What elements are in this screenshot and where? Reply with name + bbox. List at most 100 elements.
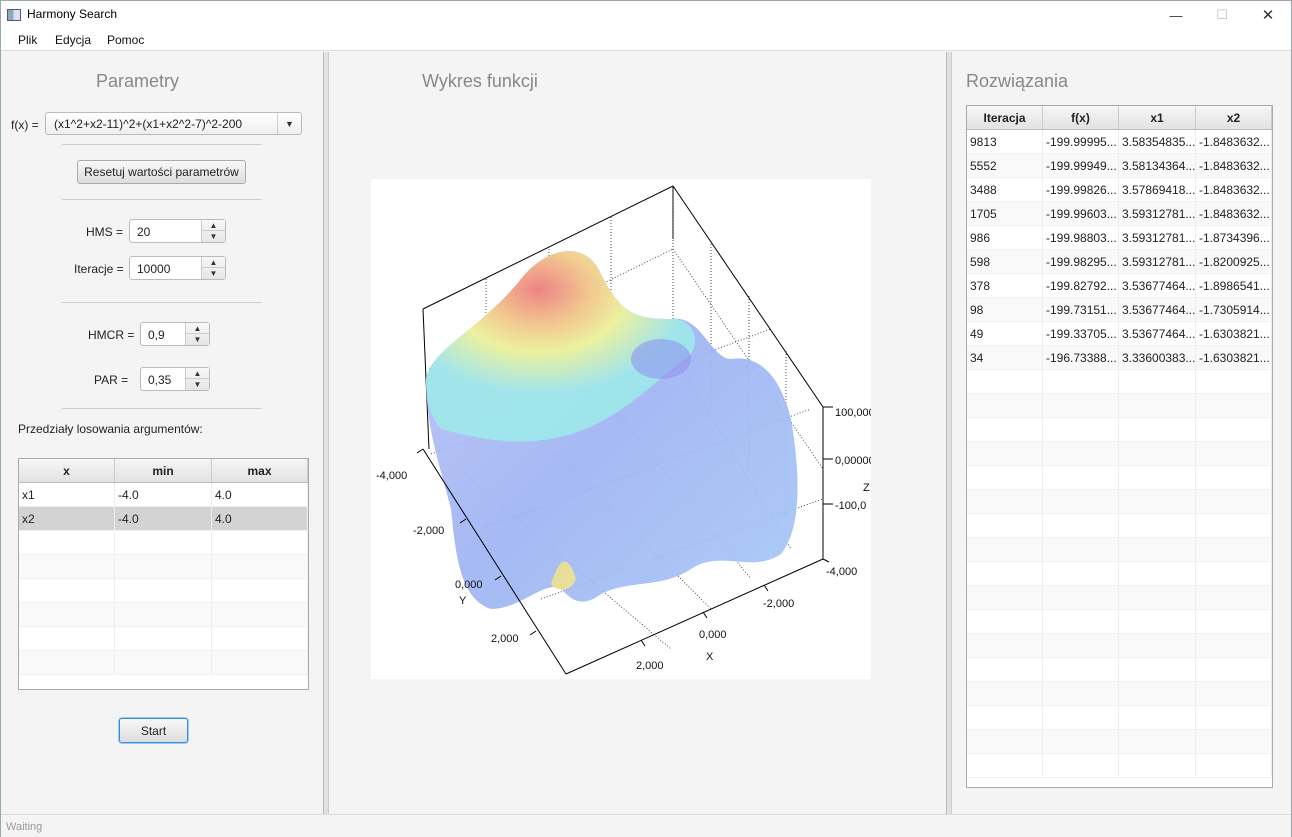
- decrement-icon[interactable]: ▼: [209, 232, 218, 241]
- table-cell: -199.98295...: [1043, 250, 1119, 273]
- close-button[interactable]: ✕: [1245, 1, 1291, 29]
- surface-peak: [426, 251, 695, 442]
- divider: [62, 144, 262, 145]
- empty-row: [19, 531, 308, 555]
- table-cell: 98: [967, 298, 1043, 321]
- table-cell: -1.8483632...: [1196, 130, 1272, 153]
- z-tick-label: 0,00000: [835, 455, 871, 467]
- decrement-icon[interactable]: ▼: [193, 380, 202, 389]
- app-icon: [7, 9, 21, 21]
- maximize-icon: ☐: [1216, 7, 1228, 22]
- minimize-icon: —: [1169, 7, 1183, 23]
- empty-row: [967, 538, 1272, 562]
- table-cell: x2: [19, 507, 115, 530]
- empty-row: [967, 370, 1272, 394]
- ranges-table[interactable]: x min max x1 -4.0 4.0 x2 -4.0 4.0: [18, 458, 309, 690]
- column-header-x2[interactable]: x2: [1196, 106, 1272, 129]
- table-row[interactable]: 378 -199.82792... 3.53677464... -1.8986541.…: [967, 274, 1272, 298]
- minimize-button[interactable]: —: [1153, 1, 1199, 29]
- table-row[interactable]: 34 -196.73388... 3.33600383... -1.6303821..…: [967, 346, 1272, 370]
- solutions-table[interactable]: Iteracja f(x) x1 x2 9813 -199.99995... 3.5…: [966, 105, 1273, 788]
- z-tick-label: -100,0: [835, 500, 866, 512]
- par-value[interactable]: 0,35: [148, 373, 172, 387]
- table-row[interactable]: 98 -199.73151... 3.53677464... -1.7305914..…: [967, 298, 1272, 322]
- table-cell[interactable]: -4.0: [115, 507, 212, 530]
- column-header-max[interactable]: max: [212, 459, 308, 482]
- y-tick-label: 2,000: [491, 633, 519, 645]
- table-cell: -199.99949...: [1043, 154, 1119, 177]
- divider: [62, 199, 262, 200]
- table-row[interactable]: 986 -199.98803... 3.59312781... -1.8734396.…: [967, 226, 1272, 250]
- chevron-down-icon[interactable]: ▼: [277, 113, 301, 134]
- hms-value[interactable]: 20: [137, 225, 151, 239]
- column-header-fx[interactable]: f(x): [1043, 106, 1119, 129]
- start-button[interactable]: Start: [119, 718, 188, 743]
- table-cell: 5552: [967, 154, 1043, 177]
- column-header-min[interactable]: min: [115, 459, 212, 482]
- empty-row: [967, 466, 1272, 490]
- increment-icon[interactable]: ▲: [186, 323, 209, 334]
- column-header-x1[interactable]: x1: [1119, 106, 1196, 129]
- table-cell[interactable]: 4.0: [212, 507, 308, 530]
- table-row[interactable]: 9813 -199.99995... 3.58354835... -1.8483632…: [967, 130, 1272, 154]
- x-tick-label: -4,000: [826, 566, 857, 578]
- empty-row: [967, 394, 1272, 418]
- decrement-icon[interactable]: ▼: [193, 335, 202, 344]
- hms-spinner[interactable]: 20 ▲ ▼: [129, 219, 226, 243]
- table-row[interactable]: x1 -4.0 4.0: [19, 483, 308, 507]
- hmcr-value[interactable]: 0,9: [148, 328, 165, 342]
- table-row[interactable]: 1705 -199.99603... 3.59312781... -1.8483632…: [967, 202, 1272, 226]
- maximize-button[interactable]: ☐: [1199, 1, 1245, 29]
- iterations-value[interactable]: 10000: [137, 262, 171, 276]
- empty-row: [967, 442, 1272, 466]
- title-bar: Harmony Search — ☐ ✕: [1, 1, 1291, 29]
- empty-row: [967, 682, 1272, 706]
- y-tick-label: -2,000: [413, 525, 444, 537]
- table-cell: -199.73151...: [1043, 298, 1119, 321]
- iterations-spinner[interactable]: 10000 ▲ ▼: [129, 256, 226, 280]
- table-cell: 3488: [967, 178, 1043, 201]
- increment-icon[interactable]: ▲: [186, 368, 209, 379]
- empty-row: [19, 579, 308, 603]
- table-cell: -199.33705...: [1043, 322, 1119, 345]
- hmcr-spinner[interactable]: 0,9 ▲ ▼: [140, 322, 210, 346]
- menu-plik[interactable]: Plik: [18, 33, 38, 47]
- window-title: Harmony Search: [27, 7, 118, 21]
- table-row[interactable]: 3488 -199.99826... 3.57869418... -1.8483632…: [967, 178, 1272, 202]
- column-header-iteracja[interactable]: Iteracja: [967, 106, 1043, 129]
- function-plot-3d[interactable]: -4,000 -2,000 0,000 2,000 Y -4,000 -2,00…: [371, 179, 875, 679]
- split-divider-right[interactable]: [946, 52, 952, 814]
- table-cell: 34: [967, 346, 1043, 369]
- decrement-icon[interactable]: ▼: [209, 269, 218, 278]
- empty-row: [19, 603, 308, 627]
- increment-icon[interactable]: ▲: [202, 257, 225, 268]
- table-row[interactable]: x2 -4.0 4.0: [19, 507, 308, 531]
- surface-plot-svg: -4,000 -2,000 0,000 2,000 Y -4,000 -2,00…: [376, 185, 875, 675]
- hmcr-label: HMCR =: [88, 328, 135, 342]
- table-cell[interactable]: -4.0: [115, 483, 212, 506]
- par-spinner[interactable]: 0,35 ▲ ▼: [140, 367, 210, 391]
- ranges-table-header: x min max: [19, 459, 308, 483]
- table-row[interactable]: 5552 -199.99949... 3.58134364... -1.8483632…: [967, 154, 1272, 178]
- table-row[interactable]: 598 -199.98295... 3.59312781... -1.8200925.…: [967, 250, 1272, 274]
- function-combobox[interactable]: (x1^2+x2-11)^2+(x1+x2^2-7)^2-200 ▼: [45, 112, 302, 135]
- table-cell: -196.73388...: [1043, 346, 1119, 369]
- column-header-x[interactable]: x: [19, 459, 115, 482]
- menu-pomoc[interactable]: Pomoc: [107, 33, 145, 47]
- table-cell: -1.7305914...: [1196, 298, 1272, 321]
- plot-title: Wykres funkcji: [422, 71, 538, 91]
- close-icon: ✕: [1261, 7, 1275, 24]
- reset-parameters-button[interactable]: Resetuj wartości parametrów: [77, 160, 246, 184]
- menu-edycja[interactable]: Edycja: [55, 33, 92, 47]
- table-row[interactable]: 49 -199.33705... 3.53677464... -1.6303821..…: [967, 322, 1272, 346]
- table-cell: 3.53677464...: [1119, 298, 1196, 321]
- solutions-panel: Rozwiązania Iteracja f(x) x1 x2 9813 -199…: [952, 52, 1291, 814]
- split-divider-left[interactable]: [323, 52, 329, 814]
- table-cell: -1.8483632...: [1196, 202, 1272, 225]
- increment-icon[interactable]: ▲: [202, 220, 225, 231]
- table-cell: -199.99603...: [1043, 202, 1119, 225]
- table-cell: 3.59312781...: [1119, 202, 1196, 225]
- divider: [62, 408, 262, 409]
- table-cell[interactable]: 4.0: [212, 483, 308, 506]
